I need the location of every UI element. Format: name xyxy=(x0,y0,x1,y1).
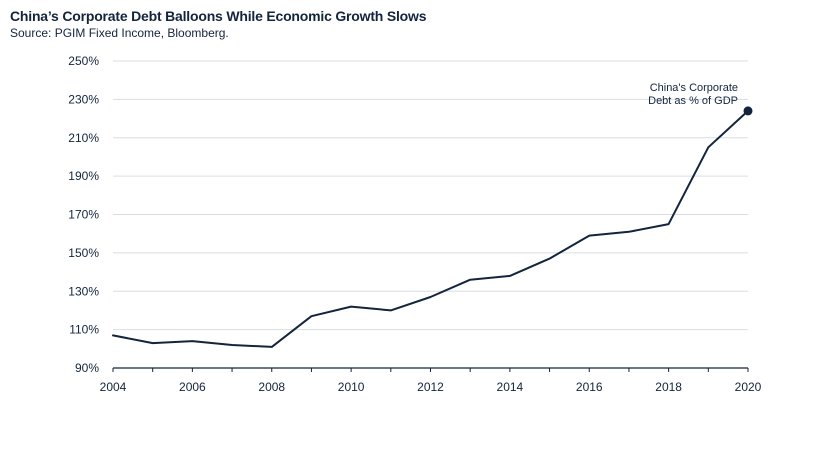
x-tick-label: 2006 xyxy=(179,380,206,394)
x-axis xyxy=(112,367,749,372)
series-line xyxy=(112,109,749,348)
x-tick-label: 2014 xyxy=(497,380,524,394)
chart-source: Source: PGIM Fixed Income, Bloomberg. xyxy=(10,26,229,40)
x-tick-label: 2018 xyxy=(655,380,682,394)
y-tick-label: 150% xyxy=(68,246,99,260)
x-tick-label: 2020 xyxy=(735,380,762,394)
y-tick-label: 130% xyxy=(68,284,99,298)
y-tick-label: 210% xyxy=(68,131,99,145)
y-tick-label: 90% xyxy=(75,361,99,375)
chart-title: China’s Corporate Debt Balloons While Ec… xyxy=(10,8,427,24)
x-tick-label: 2008 xyxy=(258,380,285,394)
y-tick-label: 250% xyxy=(68,54,99,68)
y-tick-label: 190% xyxy=(68,169,99,183)
y-tick-label: 110% xyxy=(69,323,99,337)
y-axis-labels: 90% 110% 130% 150% 170% 190% 210% 230% 250% xyxy=(68,54,99,375)
x-axis-labels: 2004 2006 2008 2010 2012 2014 2016 2018 2020 xyxy=(100,380,762,394)
x-tick-label: 2012 xyxy=(417,380,444,394)
series-annotation: China's Corporate xyxy=(650,82,738,94)
x-tick-label: 2004 xyxy=(100,380,127,394)
y-tick-label: 170% xyxy=(68,208,99,222)
endpoint-marker xyxy=(743,106,753,116)
x-tick-label: 2010 xyxy=(338,380,365,394)
series-annotation: Debt as % of GDP xyxy=(648,95,738,107)
y-tick-label: 230% xyxy=(68,92,99,106)
x-tick-label: 2016 xyxy=(576,380,603,394)
gridlines xyxy=(113,60,748,331)
series-group xyxy=(112,106,753,348)
